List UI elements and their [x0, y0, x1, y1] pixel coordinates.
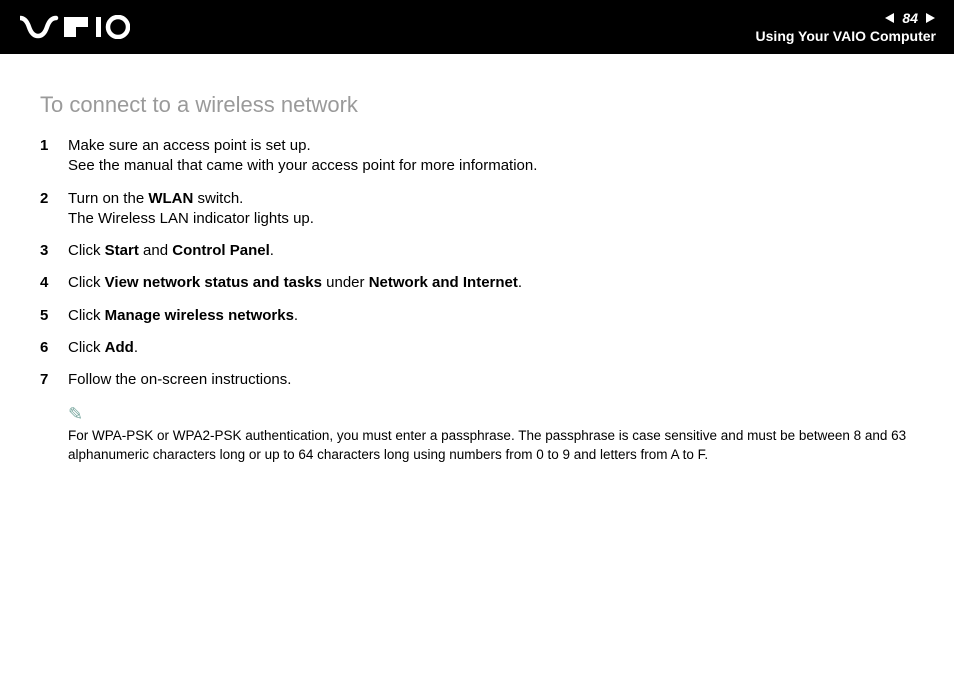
- step-number: 6: [40, 338, 68, 358]
- header-right: 84 Using Your VAIO Computer: [756, 10, 936, 44]
- note-pencil-icon: ✎: [68, 404, 914, 425]
- step-number: 3: [40, 241, 68, 261]
- step-item: 4Click View network status and tasks und…: [40, 273, 914, 293]
- step-number: 4: [40, 273, 68, 293]
- page-content: To connect to a wireless network 1Make s…: [0, 54, 954, 465]
- page-number: 84: [902, 10, 918, 26]
- step-item: 1Make sure an access point is set up.See…: [40, 136, 914, 177]
- page-nav: 84: [884, 10, 936, 26]
- step-number: 7: [40, 370, 68, 390]
- step-item: 5Click Manage wireless networks.: [40, 306, 914, 326]
- nav-next-icon[interactable]: [924, 12, 936, 24]
- step-list: 1Make sure an access point is set up.See…: [40, 136, 914, 390]
- nav-prev-icon[interactable]: [884, 12, 896, 24]
- vaio-logo: [20, 15, 130, 39]
- step-item: 6Click Add.: [40, 338, 914, 358]
- section-title: To connect to a wireless network: [40, 92, 914, 118]
- step-text: Click Manage wireless networks.: [68, 306, 914, 326]
- step-text: Click Add.: [68, 338, 914, 358]
- step-text: Make sure an access point is set up.See …: [68, 136, 914, 177]
- step-item: 3Click Start and Control Panel.: [40, 241, 914, 261]
- step-item: 7Follow the on-screen instructions.: [40, 370, 914, 390]
- step-text: Click Start and Control Panel.: [68, 241, 914, 261]
- step-item: 2Turn on the WLAN switch.The Wireless LA…: [40, 189, 914, 230]
- step-number: 1: [40, 136, 68, 156]
- step-text: Click View network status and tasks unde…: [68, 273, 914, 293]
- step-number: 5: [40, 306, 68, 326]
- note-text: For WPA-PSK or WPA2-PSK authentication, …: [68, 427, 914, 465]
- step-number: 2: [40, 189, 68, 209]
- header-title: Using Your VAIO Computer: [756, 28, 936, 44]
- page-header: 84 Using Your VAIO Computer: [0, 0, 954, 54]
- step-text: Follow the on-screen instructions.: [68, 370, 914, 390]
- note-block: ✎ For WPA-PSK or WPA2-PSK authentication…: [40, 404, 914, 465]
- step-text: Turn on the WLAN switch.The Wireless LAN…: [68, 189, 914, 230]
